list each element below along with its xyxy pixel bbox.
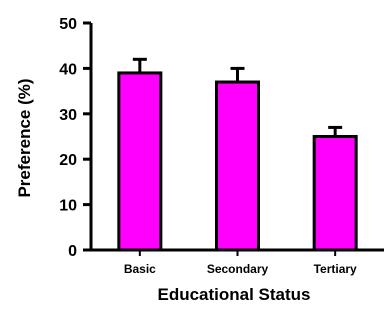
x-tick-label: Tertiary (314, 262, 357, 276)
bar-tertiary (312, 135, 358, 252)
x-axis-title: Educational Status (157, 285, 310, 304)
y-axis: 0 10 20 30 40 50 (59, 16, 93, 260)
y-tick-label: 0 (68, 243, 77, 260)
y-axis-title: Preference (%) (15, 78, 34, 197)
y-tick-label: 10 (59, 198, 77, 215)
bars (117, 71, 358, 252)
bar-secondary (215, 80, 260, 252)
y-tick-label: 50 (59, 16, 77, 33)
y-tick-label: 20 (59, 152, 77, 169)
bar-basic (117, 71, 163, 252)
x-tick-label: Basic (124, 262, 156, 276)
error-bars (132, 57, 343, 137)
y-tick-label: 40 (59, 61, 77, 78)
y-tick-label: 30 (59, 107, 77, 124)
x-tick-label: Secondary (207, 262, 269, 276)
x-axis: Basic Secondary Tertiary (83, 248, 384, 276)
